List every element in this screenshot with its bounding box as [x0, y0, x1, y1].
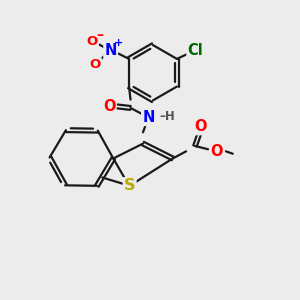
- Text: N: N: [142, 110, 154, 125]
- Text: +: +: [113, 38, 123, 48]
- Text: O: O: [89, 58, 101, 71]
- Text: –: –: [96, 28, 103, 41]
- Text: O: O: [210, 144, 223, 159]
- Text: O: O: [103, 99, 116, 114]
- Text: O: O: [87, 35, 98, 48]
- Text: S: S: [124, 178, 135, 193]
- Text: N: N: [104, 43, 117, 58]
- Text: –H: –H: [160, 110, 176, 123]
- Text: O: O: [194, 119, 207, 134]
- Text: Cl: Cl: [188, 43, 203, 58]
